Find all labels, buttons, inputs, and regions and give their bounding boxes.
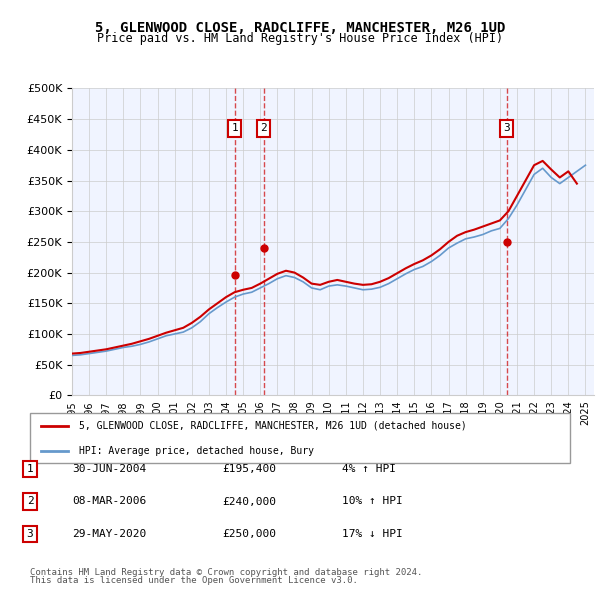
- Text: 1: 1: [26, 464, 34, 474]
- Text: 2: 2: [260, 123, 267, 133]
- FancyBboxPatch shape: [30, 413, 570, 463]
- Text: HPI: Average price, detached house, Bury: HPI: Average price, detached house, Bury: [79, 445, 314, 455]
- Text: 10% ↑ HPI: 10% ↑ HPI: [342, 497, 403, 506]
- Text: 3: 3: [26, 529, 34, 539]
- Text: 5, GLENWOOD CLOSE, RADCLIFFE, MANCHESTER, M26 1UD: 5, GLENWOOD CLOSE, RADCLIFFE, MANCHESTER…: [95, 21, 505, 35]
- Text: 17% ↓ HPI: 17% ↓ HPI: [342, 529, 403, 539]
- Text: 30-JUN-2004: 30-JUN-2004: [72, 464, 146, 474]
- Text: 4% ↑ HPI: 4% ↑ HPI: [342, 464, 396, 474]
- Text: 5, GLENWOOD CLOSE, RADCLIFFE, MANCHESTER, M26 1UD (detached house): 5, GLENWOOD CLOSE, RADCLIFFE, MANCHESTER…: [79, 421, 466, 431]
- Text: 08-MAR-2006: 08-MAR-2006: [72, 497, 146, 506]
- Text: This data is licensed under the Open Government Licence v3.0.: This data is licensed under the Open Gov…: [30, 576, 358, 585]
- Text: £195,400: £195,400: [222, 464, 276, 474]
- Text: Price paid vs. HM Land Registry's House Price Index (HPI): Price paid vs. HM Land Registry's House …: [97, 32, 503, 45]
- Text: £250,000: £250,000: [222, 529, 276, 539]
- Text: 1: 1: [231, 123, 238, 133]
- Text: 2: 2: [26, 497, 34, 506]
- Text: 29-MAY-2020: 29-MAY-2020: [72, 529, 146, 539]
- Text: 3: 3: [503, 123, 510, 133]
- Text: Contains HM Land Registry data © Crown copyright and database right 2024.: Contains HM Land Registry data © Crown c…: [30, 568, 422, 577]
- Text: £240,000: £240,000: [222, 497, 276, 506]
